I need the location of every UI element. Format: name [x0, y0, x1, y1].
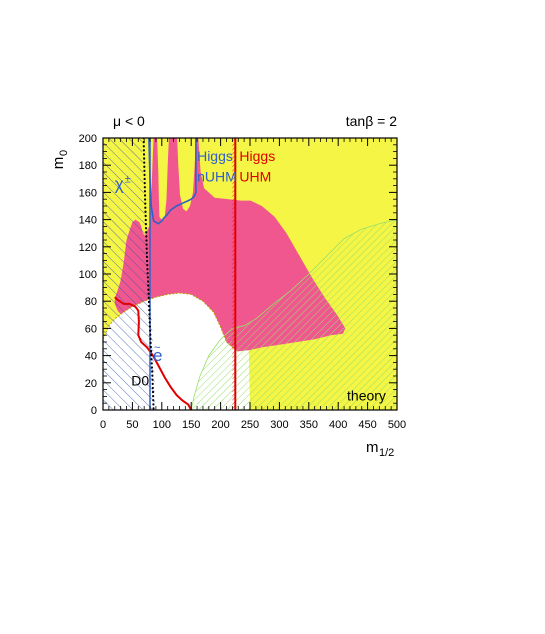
nuhm-higgs-contour [148, 138, 197, 225]
y-axis-label-subscript: 0 [58, 150, 70, 156]
uhm-higgs-contour [114, 296, 193, 410]
x-tick-label: 200 [211, 419, 229, 431]
x-tick-label: 50 [126, 419, 138, 431]
annotation-higgs_nuhm_1: Higgs [197, 148, 233, 164]
y-tick-label: 180 [79, 160, 97, 172]
x-tick-label: 150 [182, 419, 200, 431]
y-tick-label: 120 [79, 242, 97, 254]
x-tick-label: 0 [100, 419, 106, 431]
x-tick-label: 250 [241, 419, 259, 431]
y-tick-label: 20 [85, 378, 97, 390]
tan-beta-label: tanβ = 2 [346, 113, 397, 129]
y-tick-label: 80 [85, 296, 97, 308]
x-tick-label: 300 [270, 419, 288, 431]
x-axis-label: m 1/2 [366, 439, 394, 459]
symbol-electron: e [153, 346, 162, 365]
x-axis-label-main: m [366, 439, 379, 456]
x-tick-label: 400 [329, 419, 347, 431]
x-tick-label: 350 [300, 419, 318, 431]
y-axis-label: m 0 [50, 150, 70, 169]
y-tick-label: 40 [85, 351, 97, 363]
uhm-higgs-hatch-band [232, 138, 236, 410]
y-tick-label: 100 [79, 269, 97, 281]
y-tick-label: 0 [91, 405, 97, 417]
regions-layer [103, 138, 397, 410]
yellow-white-boundary [103, 292, 238, 352]
annotation-theory: theory [347, 387, 386, 403]
y-tick-label: 160 [79, 187, 97, 199]
y-tick-label: 60 [85, 323, 97, 335]
symbol-chargino: χ [115, 175, 124, 194]
annotation-higgs_nuhm_2: nUHM [197, 169, 237, 185]
y-tick-label: 140 [79, 215, 97, 227]
mu-sign-label: μ < 0 [113, 113, 145, 129]
annotation-higgs_uhm_1: Higgs [239, 148, 275, 164]
y-axis-label-main: m [50, 157, 67, 170]
x-tick-label: 100 [153, 419, 171, 431]
annotation-d0: D0 [131, 373, 149, 389]
axis-ticks: 0 50 100 150 200 250 300 350 400 450 500 0 20 40 60 80 1… [79, 133, 407, 431]
x-tick-label: 450 [358, 419, 376, 431]
d0-limit-line [142, 138, 155, 410]
x-tick-label: 500 [388, 419, 406, 431]
x-axis-label-subscript: 1/2 [379, 447, 394, 459]
symbol-chargino-superscript: ± [125, 174, 131, 186]
annotation-higgs_uhm_2: UHM [239, 169, 271, 185]
symbol-electron-superscript: ~ [154, 342, 160, 354]
y-tick-label: 200 [79, 133, 97, 145]
theory-excluded-hatch [190, 219, 397, 410]
